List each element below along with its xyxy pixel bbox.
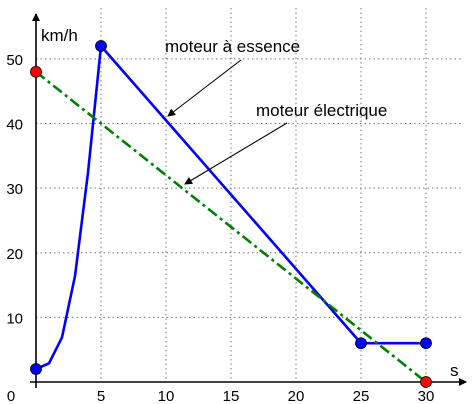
y-tick-label: 20 [6, 246, 23, 263]
y-tick-label: 40 [6, 117, 23, 134]
x-tick-label: 20 [288, 388, 305, 404]
axes: km/h s 0 5 10 15 20 25 30 10 20 30 40 50 [6, 13, 467, 404]
annotation-label: moteur à essence [165, 37, 300, 56]
data-point [95, 40, 107, 52]
x-tick-label: 10 [158, 388, 175, 404]
data-point [355, 337, 367, 350]
y-tick-label: 10 [6, 310, 23, 327]
annotations: moteur à essence moteur électrique [165, 37, 387, 185]
x-tick-label: 15 [223, 388, 240, 404]
series-line [35, 70, 427, 384]
data-point [30, 363, 42, 375]
annotation-label: moteur électrique [256, 101, 387, 120]
y-tick-label: 30 [6, 181, 23, 198]
x-tick-label: 25 [353, 388, 370, 404]
series-moteur-essence [30, 40, 432, 375]
series-curve [34, 44, 103, 371]
data-point [420, 376, 432, 388]
x-tick-label: 0 [7, 388, 15, 404]
x-tick-label: 30 [418, 388, 435, 404]
x-axis-label: s [450, 361, 459, 380]
x-tick-label: 5 [97, 388, 105, 404]
y-axis-label: km/h [41, 26, 78, 45]
series-layer [30, 40, 432, 388]
annotation-arrow [167, 59, 242, 117]
series-line [99, 44, 363, 345]
grid [36, 8, 462, 382]
data-point [30, 65, 42, 78]
series-moteur-electrique [30, 65, 432, 388]
annotation-arrow [184, 122, 288, 185]
data-point [420, 337, 432, 350]
y-tick-label: 50 [6, 52, 23, 69]
